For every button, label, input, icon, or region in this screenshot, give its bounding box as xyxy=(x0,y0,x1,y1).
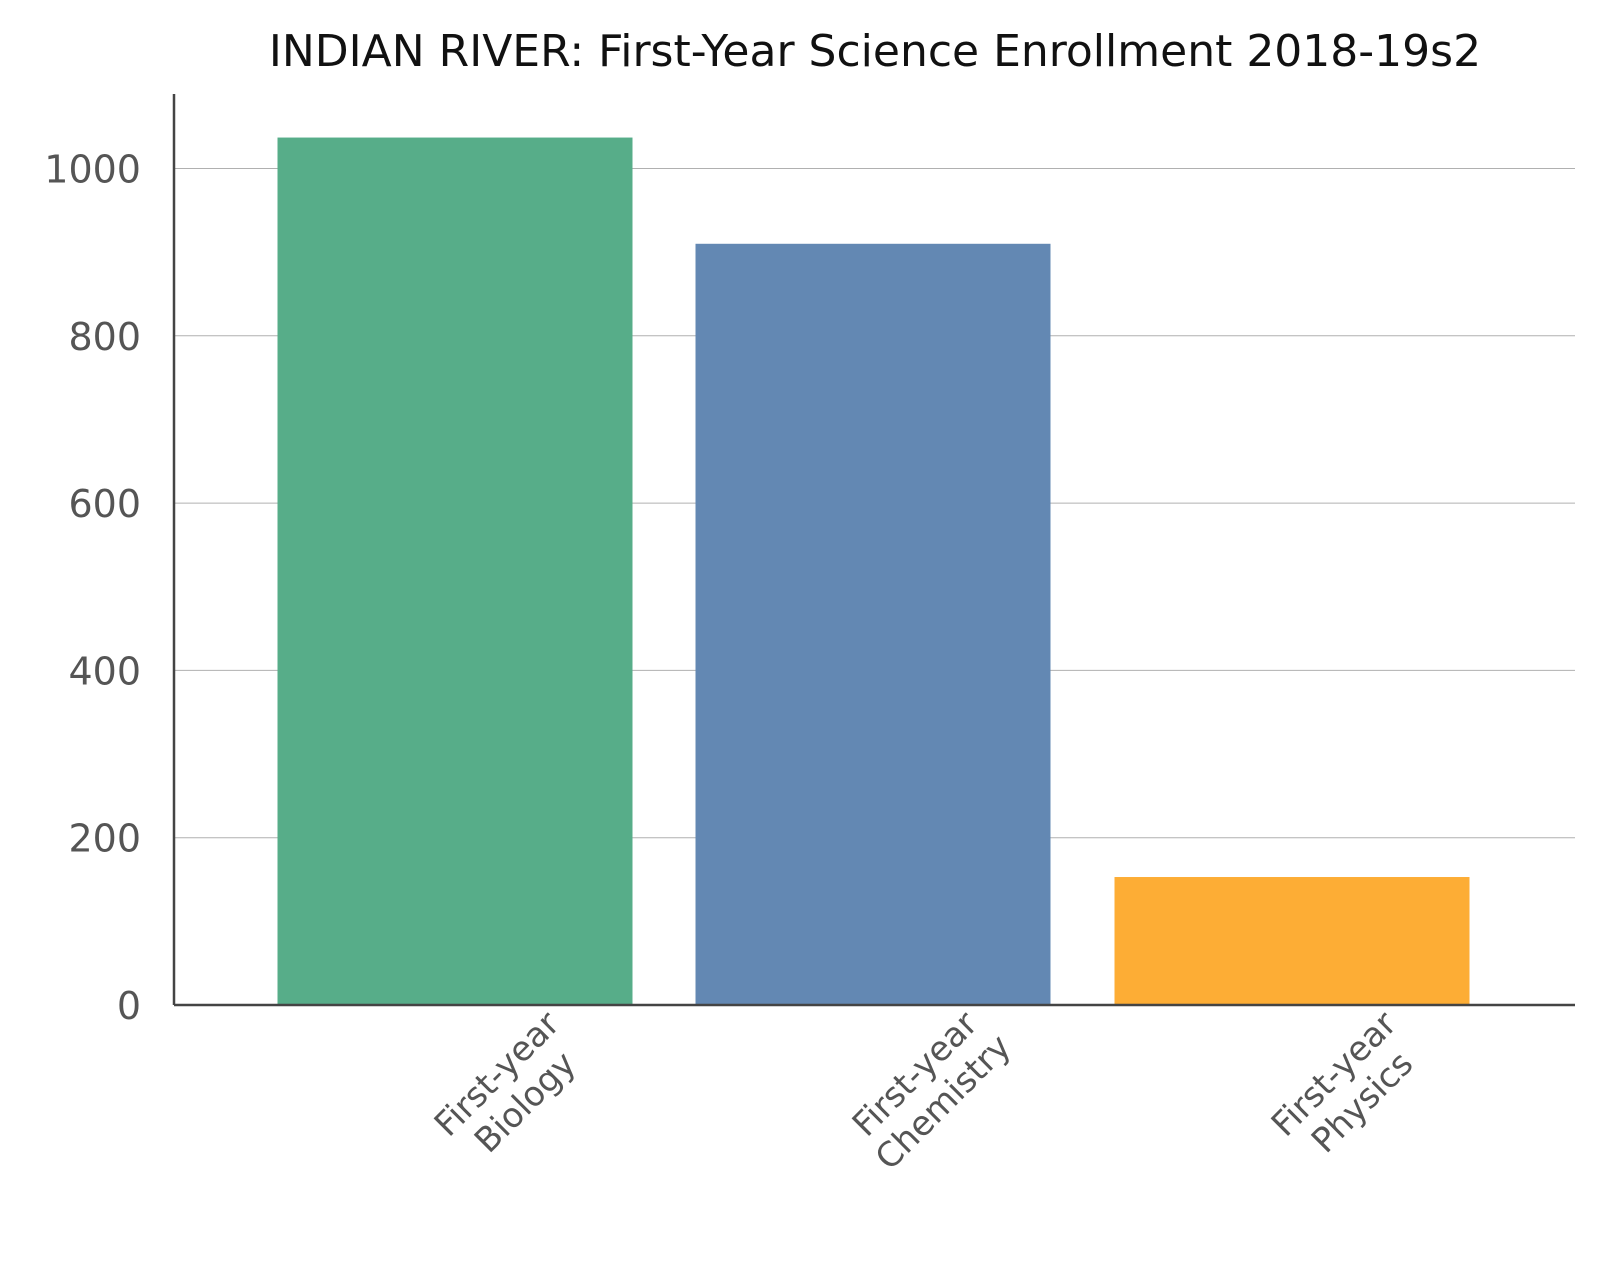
x-tick-label-3: First-yearPhysics xyxy=(1264,1004,1433,1173)
x-tick-label-2: First-yearChemistry xyxy=(840,999,1020,1179)
bars xyxy=(277,137,1470,1005)
y-tick-label-800: 800 xyxy=(68,315,141,359)
x-tick-label-1: First-yearBiology xyxy=(427,1004,596,1173)
bar-3 xyxy=(1114,877,1470,1005)
y-tick-label-0: 0 xyxy=(117,984,141,1028)
y-tick-label-1000: 1000 xyxy=(44,148,141,192)
y-tick-label-400: 400 xyxy=(68,649,141,693)
y-tick-label-200: 200 xyxy=(68,817,141,861)
bar-2 xyxy=(695,243,1051,1005)
y-tick-label-600: 600 xyxy=(68,482,141,526)
x-tick-labels: First-yearBiology First-yearChemistry Firs… xyxy=(427,999,1433,1179)
bar-1 xyxy=(277,137,633,1005)
axes xyxy=(172,94,1575,1007)
y-tick-labels: 0 200 400 600 800 1000 xyxy=(44,148,141,1029)
chart-title: INDIAN RIVER: First-Year Science Enrollm… xyxy=(269,26,1481,77)
